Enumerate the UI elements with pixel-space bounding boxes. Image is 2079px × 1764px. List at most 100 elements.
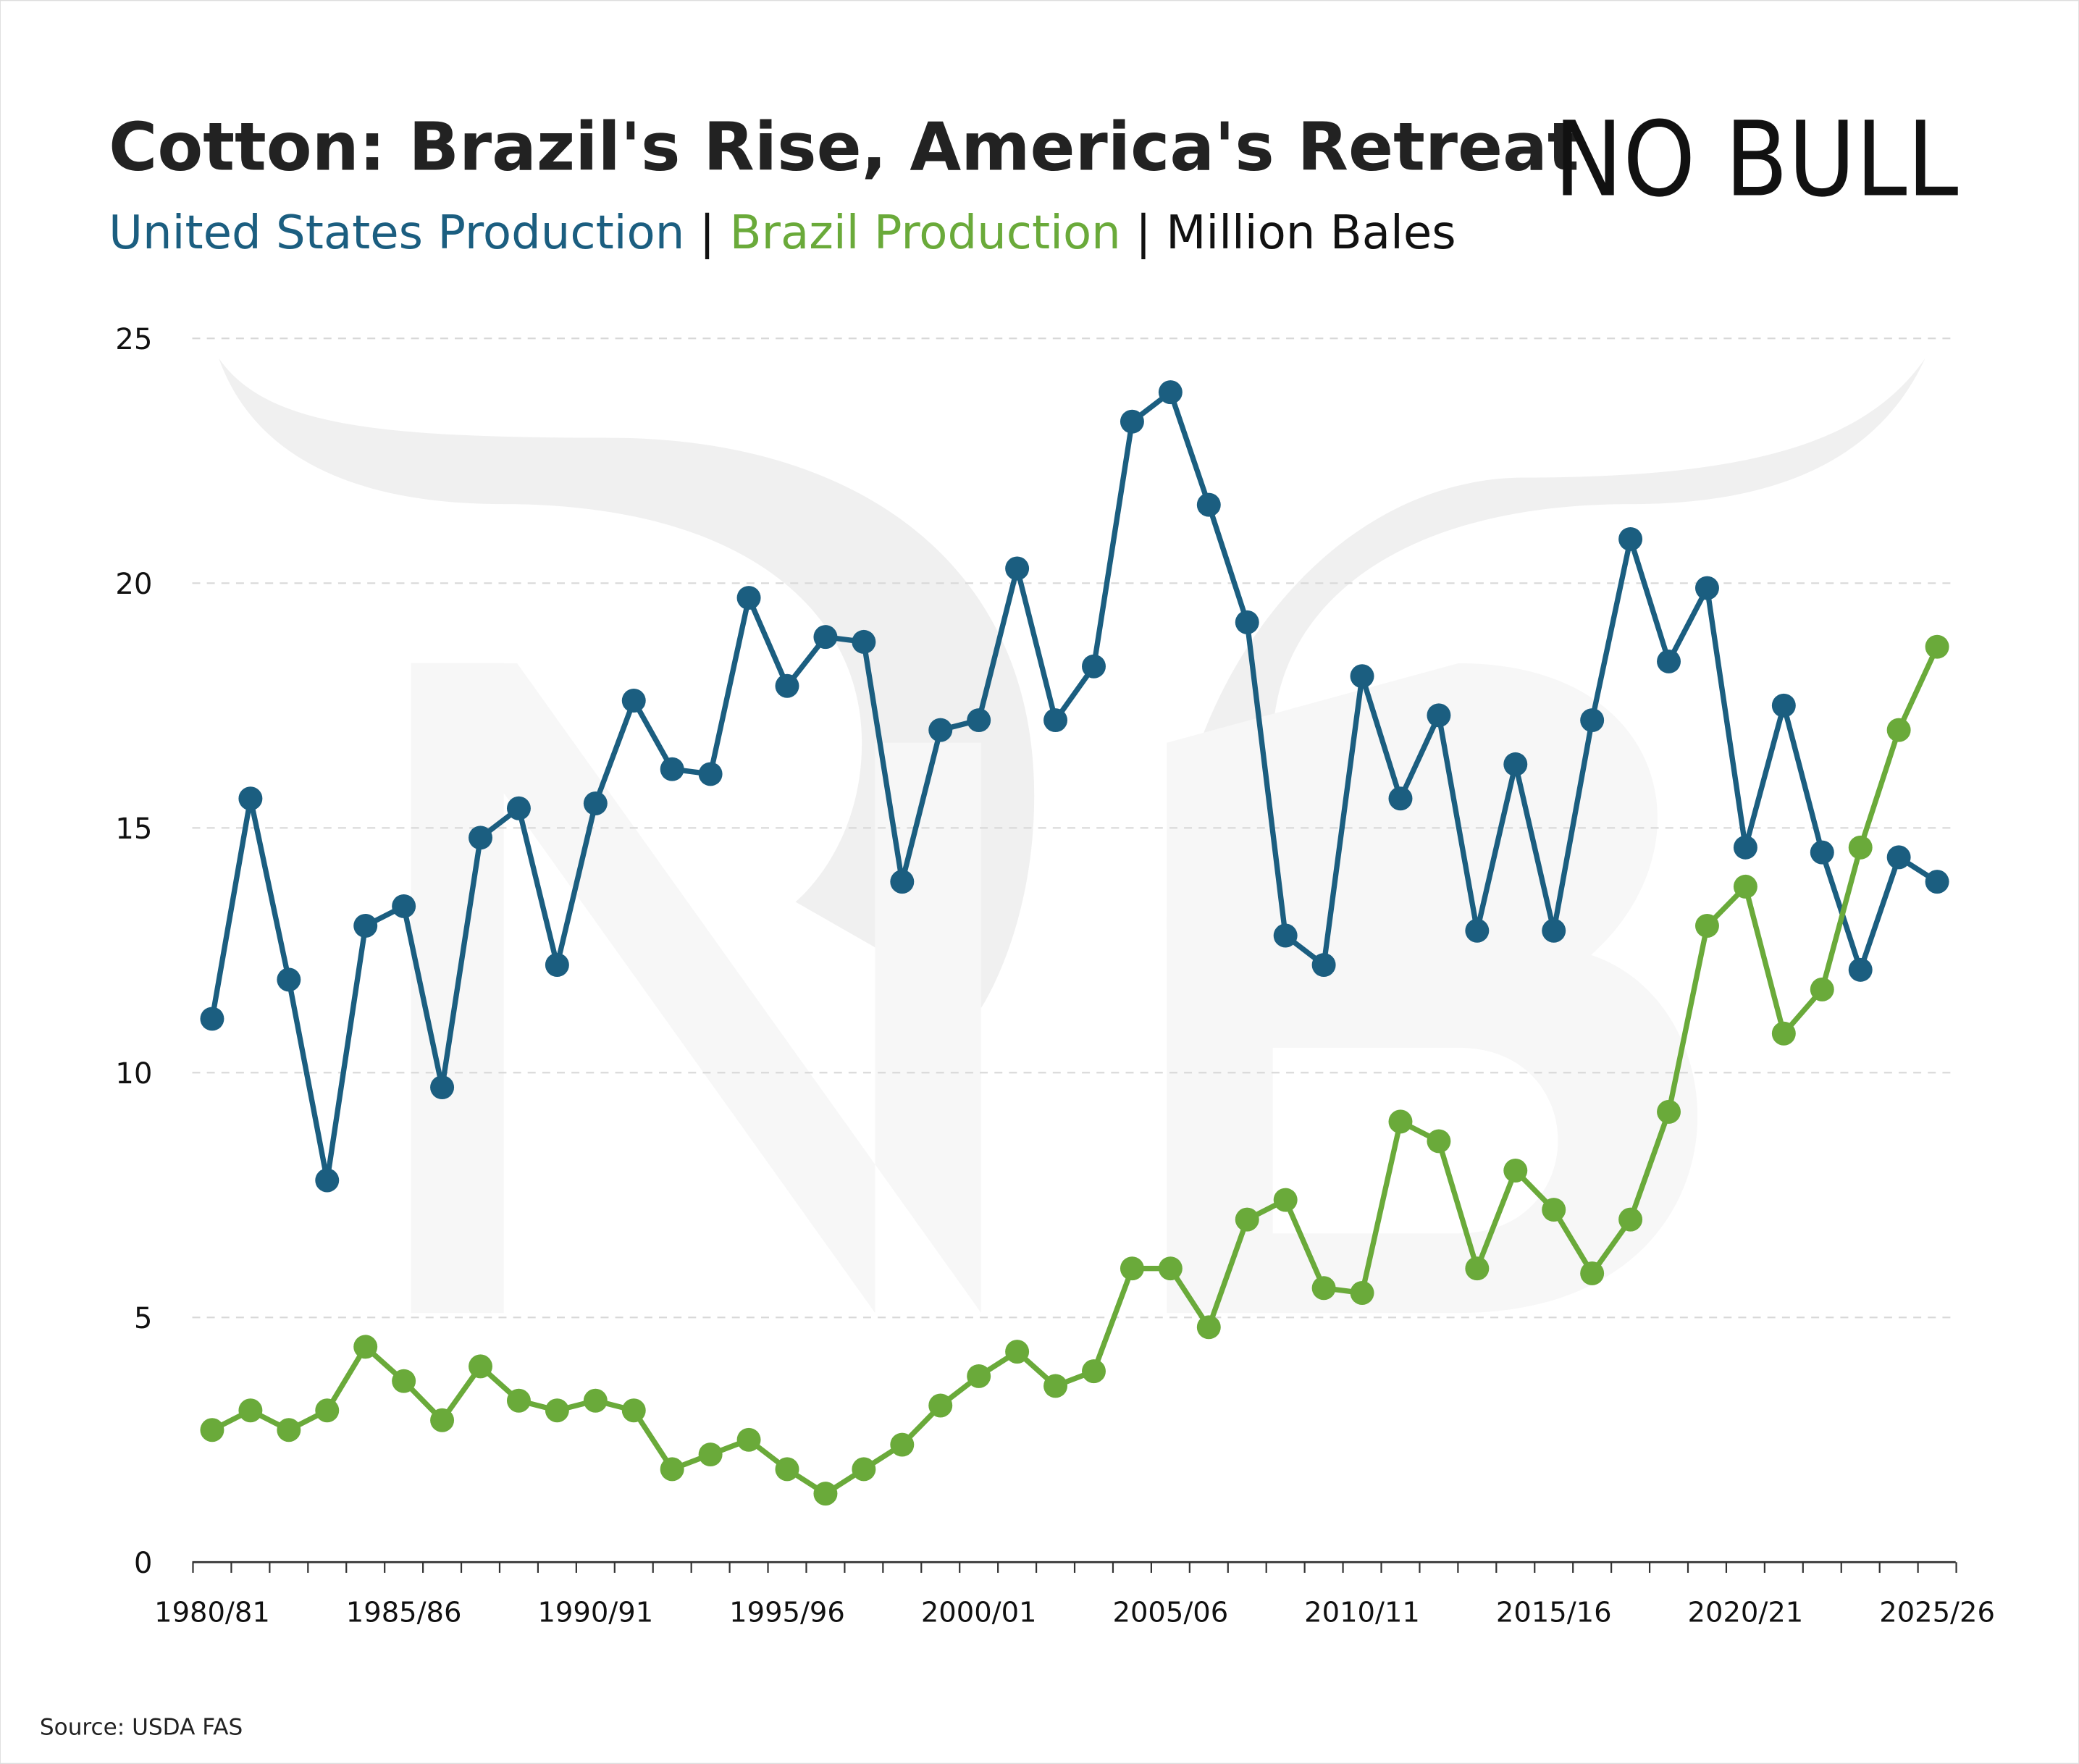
data-point (1694, 914, 1719, 938)
data-point (1503, 1159, 1528, 1183)
source-note: Source: USDA FAS (40, 1714, 243, 1740)
series-line (209, 389, 1939, 1183)
data-point (1311, 953, 1336, 978)
data-point (238, 1398, 263, 1423)
data-point (1273, 923, 1298, 948)
data-point (1043, 708, 1068, 733)
data-point (928, 1393, 953, 1418)
data-point (1082, 654, 1106, 679)
data-point (1388, 786, 1413, 811)
data-point (277, 1418, 301, 1442)
data-point (621, 689, 646, 713)
data-point (1657, 1099, 1681, 1124)
data-point (430, 1408, 455, 1432)
data-point (1733, 835, 1757, 860)
data-point (1542, 918, 1566, 943)
data-point (469, 826, 492, 850)
data-point (1196, 1315, 1221, 1340)
series-group (200, 380, 1949, 1506)
data-point (813, 625, 838, 650)
data-point (775, 673, 799, 698)
data-point (430, 1075, 455, 1100)
data-point (583, 791, 608, 815)
x-tick-label: 2020/21 (1688, 1597, 1804, 1629)
x-tick-label: 1985/86 (346, 1597, 462, 1629)
data-point (1388, 1109, 1413, 1134)
data-point (392, 894, 416, 918)
data-point (1810, 977, 1834, 1001)
series-line (211, 645, 1940, 1497)
data-point (775, 1457, 799, 1482)
x-tick-label: 2015/16 (1496, 1597, 1612, 1629)
data-point (1158, 1256, 1183, 1281)
y-tick-label: 15 (115, 812, 152, 846)
data-point (353, 914, 378, 938)
chart-subtitle: United States Production | Brazil Produc… (109, 206, 1456, 260)
data-point (967, 1364, 991, 1388)
data-point (852, 1457, 876, 1482)
data-point (660, 1457, 684, 1482)
subtitle-us: United States Production (109, 206, 684, 260)
x-tick-label: 1990/91 (537, 1597, 653, 1629)
logo-text: NO BULL (1554, 99, 1958, 220)
data-point (545, 1398, 569, 1423)
data-point (660, 757, 684, 781)
data-point (1005, 1340, 1030, 1364)
data-point (736, 586, 761, 610)
data-point (1925, 634, 1949, 659)
data-point (1848, 835, 1873, 860)
data-point (200, 1418, 224, 1442)
series-united-states (200, 380, 1949, 1193)
data-point (1427, 1129, 1451, 1154)
y-tick-label: 25 (115, 323, 152, 356)
data-point (698, 762, 723, 786)
data-point (1311, 1276, 1336, 1301)
data-point (506, 796, 531, 820)
chart-title: Cotton: Brazil's Rise, America's Retreat (109, 109, 1579, 186)
data-point (545, 953, 569, 978)
data-point (392, 1369, 416, 1393)
data-point (736, 1427, 761, 1452)
data-point (1158, 380, 1183, 405)
data-point (469, 1354, 492, 1379)
data-point (583, 1388, 608, 1413)
x-tick-label: 1995/96 (729, 1597, 845, 1629)
data-point (1465, 1256, 1490, 1281)
data-point (1235, 610, 1259, 634)
data-point (1120, 409, 1144, 434)
y-tick-label: 5 (134, 1302, 153, 1335)
data-point (1350, 1281, 1374, 1305)
subtitle-units: Million Bales (1166, 206, 1456, 260)
data-point (1733, 874, 1757, 899)
data-point (1196, 492, 1221, 517)
series-brazil (200, 634, 1949, 1506)
x-tick-label: 2025/26 (1879, 1597, 1995, 1629)
data-point (621, 1398, 646, 1423)
data-point (967, 708, 991, 733)
data-point (315, 1168, 340, 1193)
data-point (1848, 957, 1873, 982)
data-point (1886, 845, 1911, 870)
data-point (1618, 1207, 1643, 1232)
subtitle-brazil: Brazil Production (730, 206, 1121, 260)
data-point (1082, 1359, 1106, 1384)
x-tick-label: 2000/01 (921, 1597, 1037, 1629)
data-point (1694, 576, 1719, 600)
data-point (200, 1007, 224, 1031)
no-bull-logo: NO BULL (1554, 99, 1958, 220)
data-point (315, 1398, 340, 1423)
data-point (506, 1388, 531, 1413)
watermark-bull-logo (219, 358, 1925, 1314)
data-point (928, 718, 953, 742)
data-point (238, 786, 263, 811)
y-tick-label: 0 (134, 1547, 153, 1580)
data-point (1120, 1256, 1144, 1281)
data-point (1503, 752, 1528, 776)
data-point (1771, 693, 1796, 718)
data-point (813, 1482, 838, 1506)
subtitle-sep-1: | (684, 206, 729, 260)
data-point (698, 1442, 723, 1467)
data-point (1427, 703, 1451, 728)
